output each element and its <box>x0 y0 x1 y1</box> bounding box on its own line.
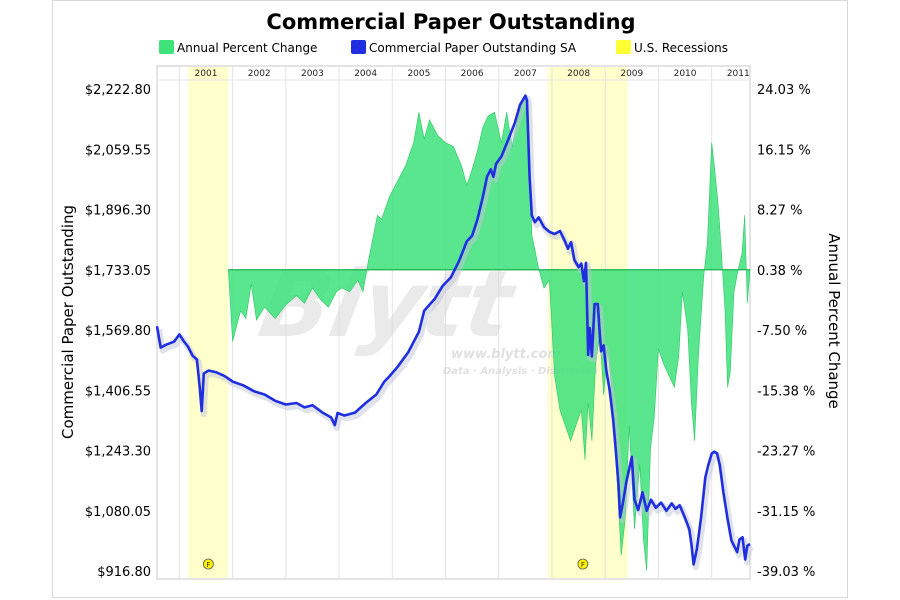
left-tick-2: $1,896.30 <box>85 204 151 219</box>
year-label-2011: 2011 <box>727 69 750 79</box>
year-label-2005: 2005 <box>407 69 430 79</box>
year-label-2010: 2010 <box>674 69 697 79</box>
right-axis-ticks: 24.03 % 16.15 % 8.27 % 0.38 % -7.50 % -15.38 … <box>757 83 815 580</box>
year-label-2008: 2008 <box>567 69 590 79</box>
right-tick-5: -15.38 % <box>757 384 815 399</box>
year-label-2007: 2007 <box>514 69 537 79</box>
legend-item-annual-percent-change[interactable]: Annual Percent Change <box>159 40 317 55</box>
left-axis-ticks: $2,222.80 $2,059.55 $1,896.30 $1,733.05 $1,5… <box>85 83 151 580</box>
left-axis-title: Commercial Paper Outstanding <box>59 205 77 439</box>
recession-marker-2 <box>577 558 589 570</box>
year-label-2009: 2009 <box>620 69 643 79</box>
legend-label-us-recessions: U.S. Recessions <box>634 41 728 55</box>
recession-marker-letter-2: F <box>581 561 585 569</box>
watermark-tagline: Data · Analysis · Discussion <box>443 366 598 377</box>
year-labels: 2001 2002 2003 2004 2005 2006 2007 2008 2009 2010… <box>195 69 750 79</box>
chart-title: Commercial Paper Outstanding <box>266 10 635 34</box>
year-label-2003: 2003 <box>301 69 324 79</box>
plot-area: 2001 2002 2003 2004 2005 2006 2007 2008 2009 2010… <box>155 65 754 580</box>
recession-band-1 <box>188 67 229 578</box>
right-tick-7: -31.15 % <box>757 505 815 520</box>
legend-item-commercial-paper-outstanding[interactable]: Commercial Paper Outstanding SA <box>351 40 577 55</box>
commercial-paper-line <box>155 94 754 571</box>
legend-swatch-us-recessions <box>616 40 631 54</box>
left-tick-1: $2,059.55 <box>85 143 151 158</box>
right-tick-1: 16.15 % <box>757 143 811 158</box>
watermark-url: www.blytt.com <box>451 347 561 362</box>
right-tick-0: 24.03 % <box>757 83 811 98</box>
left-tick-5: $1,406.55 <box>85 384 151 399</box>
right-tick-2: 8.27 % <box>757 204 802 219</box>
legend-swatch-annual-percent-change <box>159 40 174 54</box>
year-label-2001: 2001 <box>195 69 218 79</box>
legend-label-annual-percent-change: Annual Percent Change <box>177 41 317 55</box>
right-tick-4: -7.50 % <box>757 324 807 339</box>
year-label-2006: 2006 <box>461 69 484 79</box>
chart-frame: Commercial Paper Outstanding Annual Perc… <box>52 0 848 598</box>
right-tick-8: -39.03 % <box>757 565 815 580</box>
left-tick-8: $916.80 <box>97 565 151 580</box>
right-tick-3: 0.38 % <box>757 264 802 279</box>
right-axis-title: Annual Percent Change <box>825 233 843 409</box>
recession-marker-letter-1: F <box>206 561 210 569</box>
left-tick-0: $2,222.80 <box>85 83 151 98</box>
legend-label-commercial-paper-outstanding: Commercial Paper Outstanding SA <box>369 41 577 55</box>
recession-marker-1 <box>202 558 214 570</box>
chart-canvas: Commercial Paper Outstanding Annual Perc… <box>59 10 843 580</box>
legend-item-us-recessions[interactable]: U.S. Recessions <box>616 40 728 55</box>
right-tick-6: -23.27 % <box>757 445 815 460</box>
legend: Annual Percent Change Commercial Paper O… <box>159 40 728 55</box>
left-tick-6: $1,243.30 <box>85 445 151 460</box>
year-label-2002: 2002 <box>248 69 271 79</box>
left-tick-7: $1,080.05 <box>85 505 151 520</box>
commercial-paper-line-path <box>155 94 751 566</box>
left-tick-4: $1,569.80 <box>85 324 151 339</box>
legend-swatch-commercial-paper-outstanding <box>351 40 366 54</box>
year-label-2004: 2004 <box>354 69 377 79</box>
left-tick-3: $1,733.05 <box>85 264 151 279</box>
